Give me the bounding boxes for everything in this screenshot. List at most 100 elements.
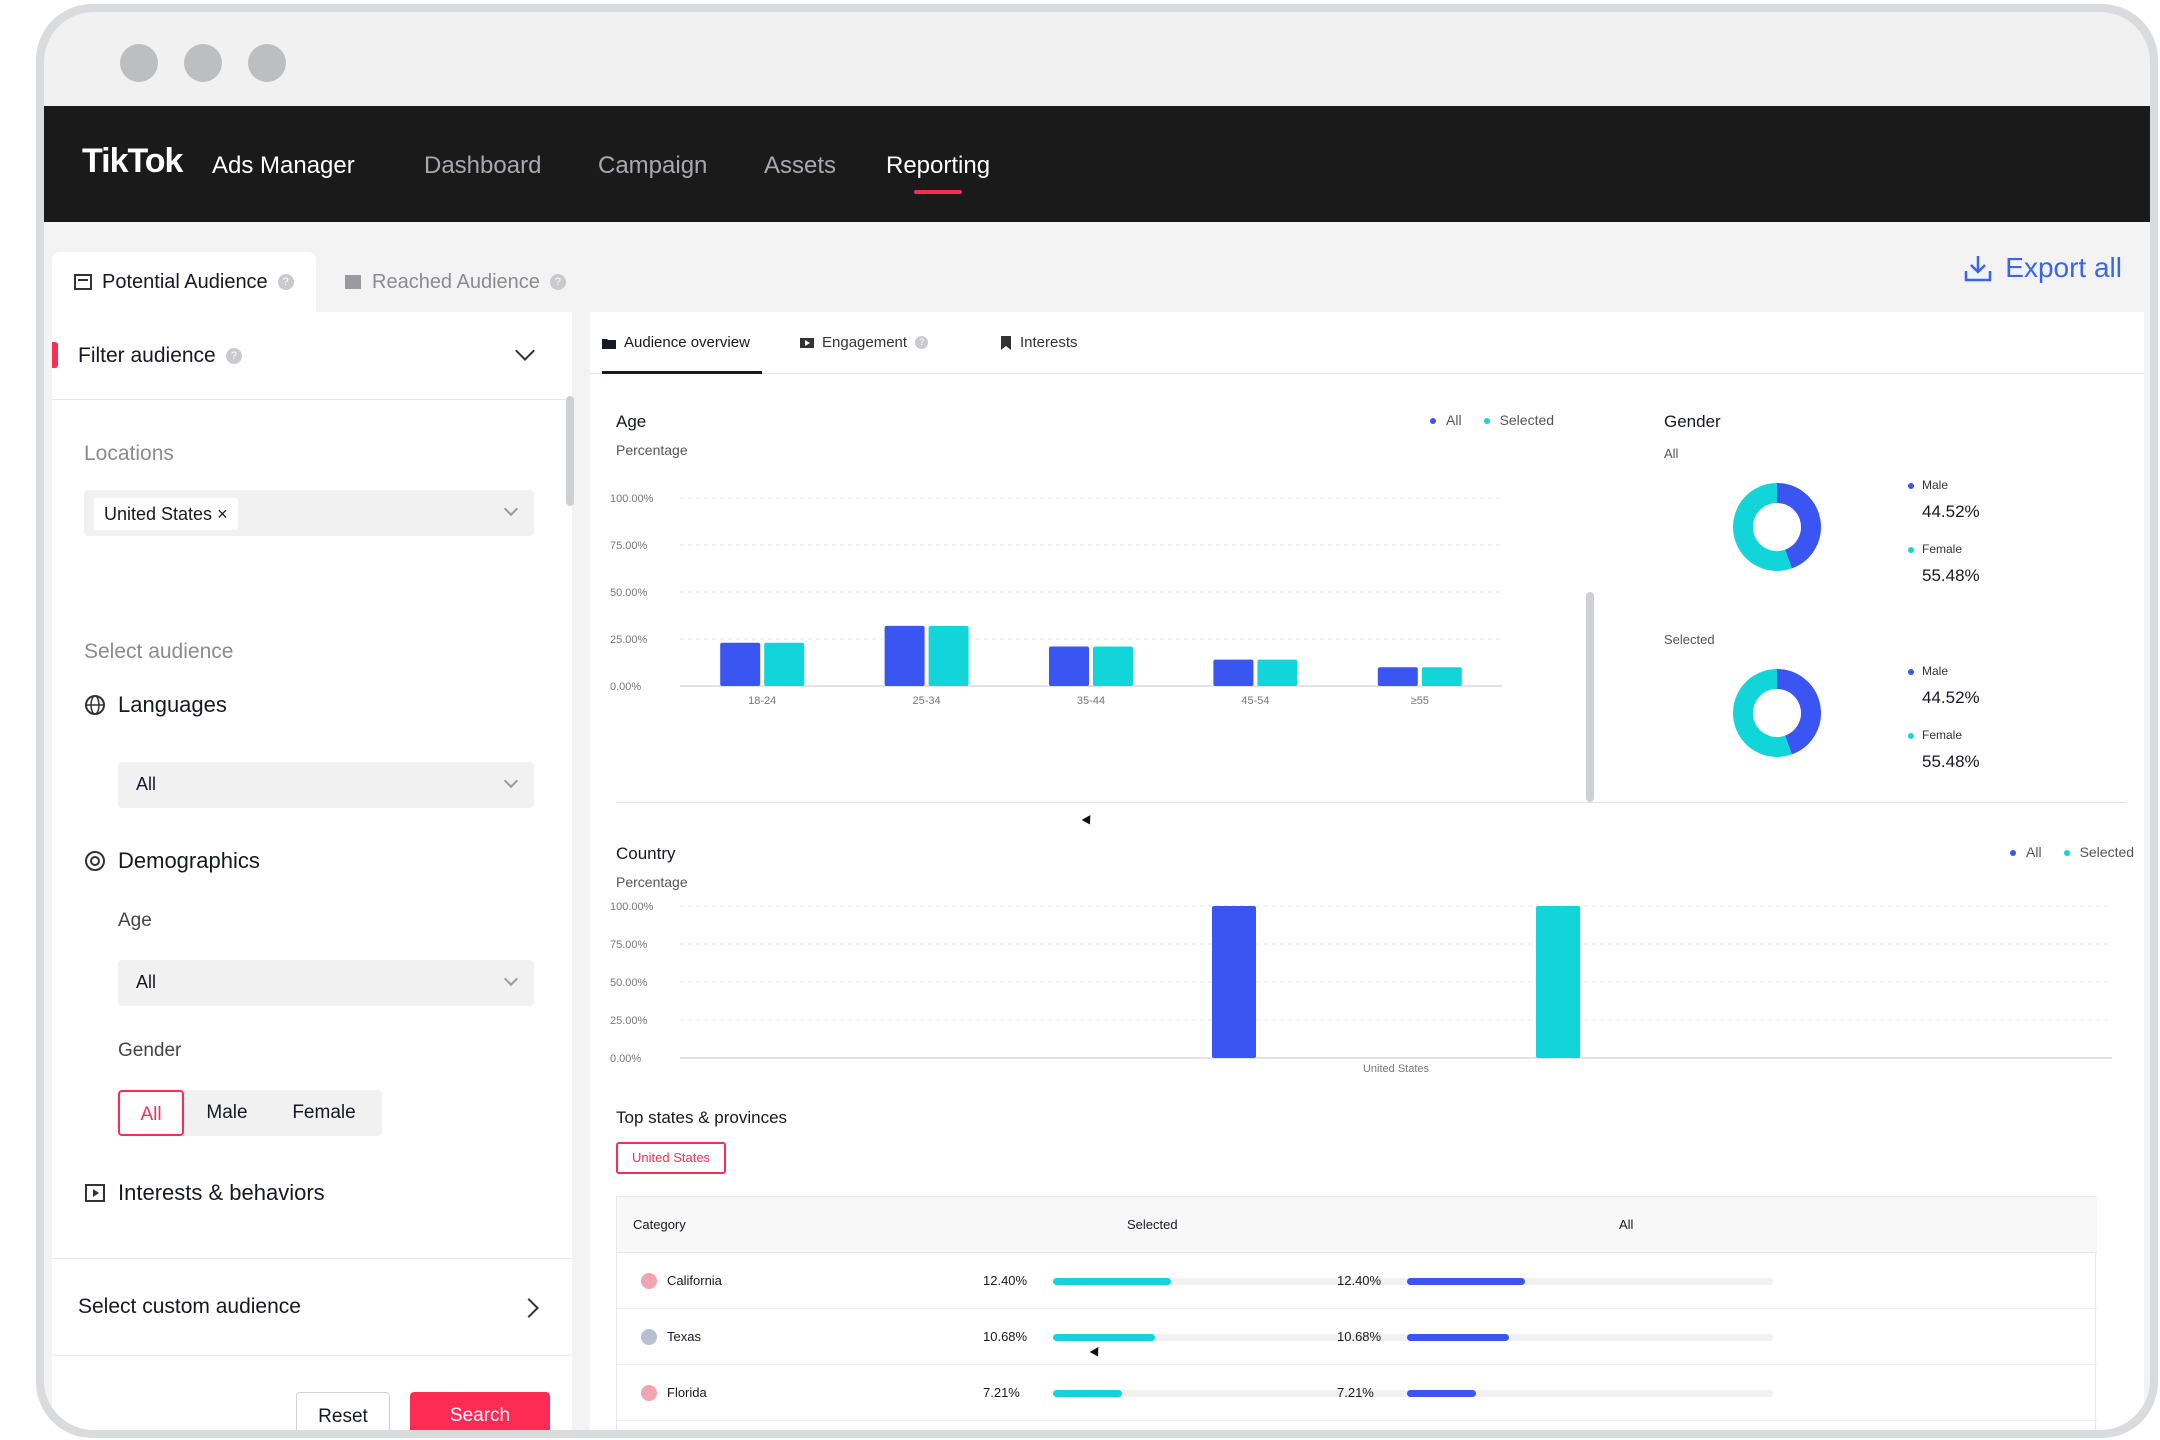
export-all-label: Export all (2005, 252, 2122, 283)
play-box-icon (85, 1184, 105, 1202)
custom-audience-label: Select custom audience (78, 1295, 301, 1318)
state-flag-icon (641, 1273, 657, 1289)
locations-label: Locations (84, 442, 174, 465)
nav-link-assets[interactable]: Assets (764, 152, 837, 179)
nav-link-reporting[interactable]: Reporting (886, 152, 991, 179)
locations-select[interactable]: United States × (84, 490, 534, 536)
custom-audience-row[interactable]: Select custom audience (52, 1258, 572, 1356)
age-bar (1093, 646, 1133, 686)
all-progress-fill (1407, 1390, 1476, 1397)
tab-reached-audience[interactable]: Reached Audience ? (344, 252, 566, 312)
help-icon[interactable]: ? (915, 336, 929, 349)
download-icon (1965, 256, 1992, 282)
state-selected-value: 7.21% (983, 1385, 1020, 1400)
help-icon[interactable]: ? (225, 348, 242, 364)
header-category: Category (633, 1217, 686, 1232)
brand-logo[interactable]: TikTok (82, 142, 183, 180)
header-selected: Selected (1127, 1217, 1178, 1232)
table-row[interactable]: Florida 7.21% 7.21% (617, 1365, 2097, 1421)
subtab-audience-overview-label: Audience overview (624, 334, 750, 351)
chevron-down-icon[interactable] (515, 341, 535, 361)
gender-toggle: All Male Female (118, 1090, 382, 1136)
demographics-header: Demographics (84, 848, 260, 874)
interests-header[interactable]: Interests & behaviors (84, 1180, 325, 1206)
table-header: Category Selected All (617, 1197, 2097, 1253)
age-label: Age (118, 910, 152, 931)
male-selected-value: 44.52% (1922, 688, 1980, 707)
y-tick-label: 50.00% (610, 587, 648, 599)
remove-tag-icon[interactable]: × (217, 504, 228, 524)
subtab-engagement-label: Engagement (822, 334, 908, 351)
top-navigation: TikTok Ads Manager Dashboard Campaign As… (44, 106, 2150, 222)
legend-selected-label: Selected (2079, 844, 2135, 860)
legend-selected: Selected (2063, 844, 2135, 860)
tab-reached-label: Reached Audience (372, 270, 540, 293)
report-panel: Audience overview Engagement ? Interests… (590, 312, 2144, 1430)
state-flag-icon (641, 1329, 657, 1345)
state-selected-value: 12.40% (983, 1273, 1028, 1288)
chevron-right-icon (519, 1298, 539, 1318)
table-row[interactable]: Texas 10.68% 10.68% (617, 1309, 2097, 1365)
window-control-close[interactable] (120, 44, 158, 82)
interests-label: Interests & behaviors (118, 1180, 325, 1205)
gender-donut-selected (1733, 669, 1821, 757)
age-select[interactable]: All (118, 960, 534, 1006)
donut-legend-male-all: Male (1908, 478, 1948, 492)
state-selected-value: 10.68% (983, 1329, 1028, 1344)
country-bar-chart: 100.00% 75.00% 50.00% 25.00% 0.00% United Sta… (610, 901, 2112, 1075)
all-progress-track (1407, 1278, 1773, 1285)
subtab-audience-overview[interactable]: Audience overview (602, 334, 750, 351)
x-tick-label: United States (1363, 1063, 1430, 1075)
help-icon[interactable]: ? (277, 274, 294, 290)
filter-panel: Filter audience ? Locations United State… (52, 312, 572, 1430)
female-all-value: 55.48% (1922, 566, 1980, 585)
selected-progress-track (1053, 1334, 1419, 1341)
window-control-maximize[interactable] (248, 44, 286, 82)
donut-slice (1776, 483, 1821, 569)
all-progress-fill (1407, 1334, 1509, 1341)
table-row[interactable]: California 12.40% 12.40% (617, 1253, 2097, 1309)
search-button[interactable]: Search (410, 1392, 550, 1430)
selected-progress-track (1053, 1390, 1419, 1397)
filter-title: Filter audience ? (78, 344, 242, 368)
reset-button[interactable]: Reset (296, 1392, 390, 1430)
country-chart-ylabel: Percentage (616, 874, 688, 890)
state-all-value: 10.68% (1337, 1329, 1382, 1344)
nav-link-dashboard[interactable]: Dashboard (424, 152, 542, 179)
gender-male-button[interactable]: Male (206, 1102, 248, 1123)
subtab-interests[interactable]: Interests (1000, 334, 1078, 351)
tab-potential-audience[interactable]: Potential Audience ? (52, 252, 316, 312)
gender-all-button[interactable]: All (118, 1090, 184, 1136)
state-all-value: 7.21% (1337, 1385, 1374, 1400)
export-all-button[interactable]: Export all (1963, 252, 2122, 284)
all-progress-fill (1407, 1278, 1525, 1285)
filter-accent-bar (52, 342, 58, 368)
image-icon (345, 275, 361, 289)
languages-select[interactable]: All (118, 762, 534, 808)
age-chart-legend: All Selected (1430, 412, 1554, 428)
country-filter-pill[interactable]: United States (616, 1142, 727, 1174)
gender-donut-all (1733, 483, 1821, 571)
legend-selected-label: Selected (1499, 412, 1555, 428)
location-tag[interactable]: United States × (94, 498, 238, 530)
x-tick-label: ≥55 (1411, 695, 1429, 707)
bookmark-icon (1001, 335, 1011, 350)
target-icon (85, 851, 105, 871)
window-control-minimize[interactable] (184, 44, 222, 82)
help-icon[interactable]: ? (549, 274, 566, 290)
y-tick-label: 0.00% (610, 681, 641, 693)
legend-selected: Selected (1483, 412, 1555, 428)
nav-link-campaign[interactable]: Campaign (598, 152, 708, 179)
y-tick-label: 75.00% (610, 939, 648, 951)
top-states-table: Category Selected All California 12.40% 12… (616, 1196, 2097, 1430)
gender-female-button[interactable]: Female (292, 1102, 356, 1123)
donut-slice (1733, 669, 1792, 757)
device-frame: TikTok Ads Manager Dashboard Campaign As… (36, 4, 2158, 1438)
filter-header[interactable]: Filter audience ? (52, 312, 572, 400)
x-tick-label: 45-54 (1241, 695, 1269, 707)
subtab-engagement[interactable]: Engagement ? (800, 334, 929, 351)
donut-legend-female-selected: Female (1908, 728, 1962, 742)
filter-scrollbar[interactable] (566, 396, 574, 506)
report-scrollbar[interactable] (1586, 592, 1594, 802)
x-tick-label: 18-24 (748, 695, 776, 707)
